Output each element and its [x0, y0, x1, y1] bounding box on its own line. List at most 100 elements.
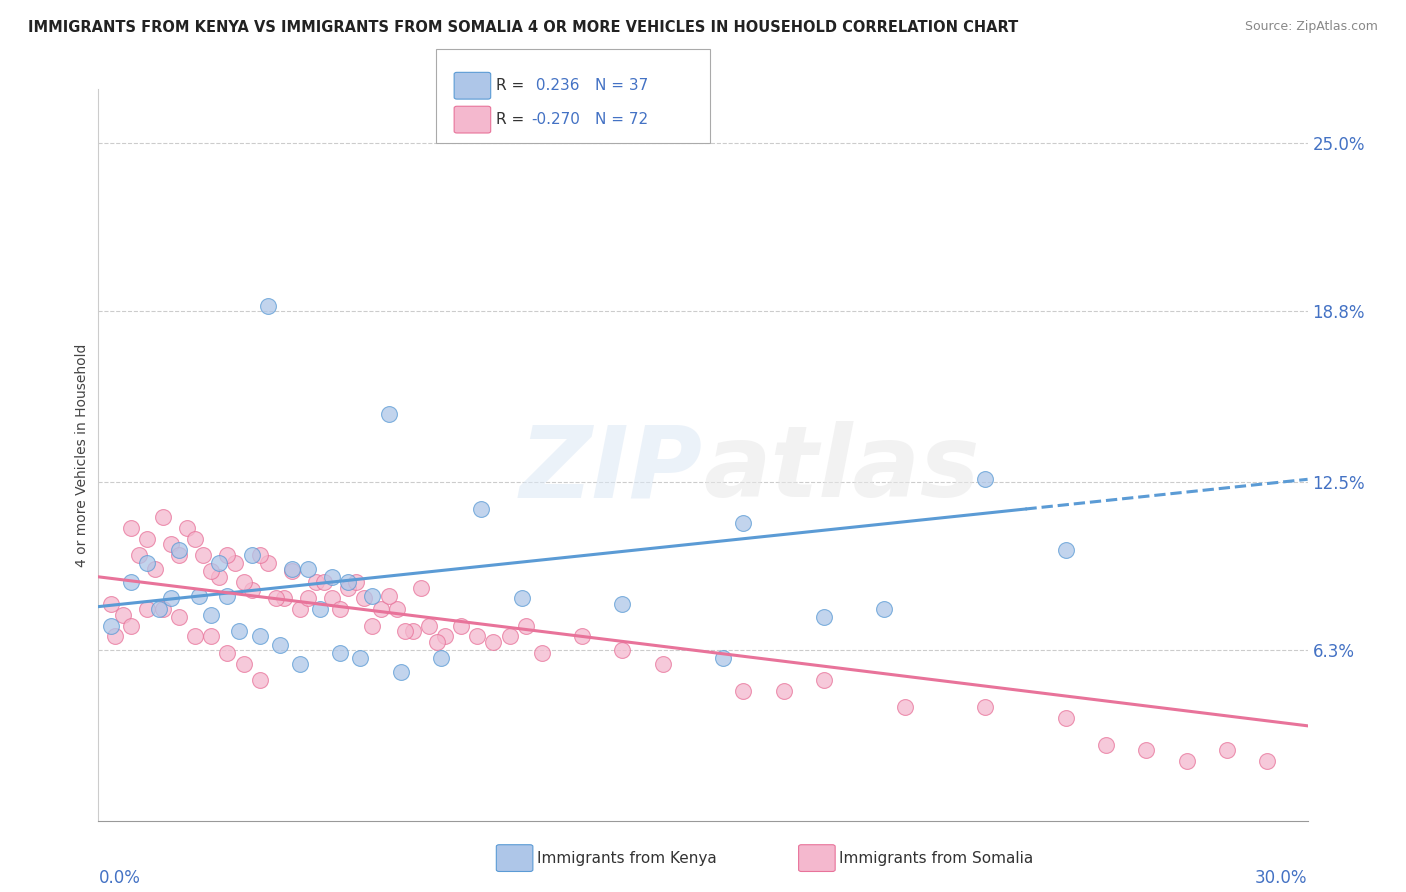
Point	[470, 502, 492, 516]
Point	[188, 589, 211, 603]
Point	[100, 618, 122, 632]
Point	[281, 565, 304, 579]
Point	[288, 657, 311, 671]
Point	[893, 699, 915, 714]
Text: IMMIGRANTS FROM KENYA VS IMMIGRANTS FROM SOMALIA 4 OR MORE VEHICLES IN HOUSEHOLD: IMMIGRANTS FROM KENYA VS IMMIGRANTS FROM…	[28, 20, 1018, 35]
Point	[465, 629, 488, 643]
Text: 30.0%: 30.0%	[1256, 870, 1308, 888]
Point	[498, 629, 520, 643]
Point	[167, 548, 190, 562]
Point	[612, 597, 634, 611]
Point	[273, 591, 295, 606]
Text: Immigrants from Kenya: Immigrants from Kenya	[537, 851, 717, 865]
Point	[651, 657, 673, 671]
Point	[389, 665, 412, 679]
Point	[103, 629, 125, 643]
Point	[217, 646, 239, 660]
Point	[430, 651, 453, 665]
Point	[361, 589, 384, 603]
Point	[208, 556, 231, 570]
Point	[256, 299, 278, 313]
Text: N = 72: N = 72	[595, 112, 648, 128]
Point	[1095, 738, 1118, 752]
Text: R =: R =	[496, 78, 530, 94]
Point	[288, 602, 311, 616]
Point	[264, 591, 287, 606]
Point	[813, 673, 835, 687]
Point	[240, 548, 263, 562]
Point	[120, 575, 142, 590]
Point	[249, 629, 271, 643]
Point	[217, 548, 239, 562]
Point	[370, 602, 392, 616]
Point	[193, 548, 215, 562]
Point	[329, 646, 352, 660]
Point	[434, 629, 457, 643]
Point	[120, 521, 142, 535]
Point	[152, 510, 174, 524]
Point	[813, 610, 835, 624]
Point	[100, 597, 122, 611]
Point	[309, 602, 332, 616]
Point	[297, 562, 319, 576]
Point	[426, 635, 449, 649]
Point	[337, 581, 360, 595]
Point	[385, 602, 408, 616]
Point	[200, 607, 222, 622]
Point	[184, 629, 207, 643]
Point	[337, 575, 360, 590]
Point	[281, 562, 304, 576]
Point	[160, 591, 183, 606]
Point	[711, 651, 734, 665]
Text: 0.236: 0.236	[531, 78, 579, 94]
Point	[249, 548, 271, 562]
Point	[228, 624, 250, 638]
Point	[152, 602, 174, 616]
Point	[344, 575, 367, 590]
Point	[349, 651, 371, 665]
Text: Source: ZipAtlas.com: Source: ZipAtlas.com	[1244, 20, 1378, 33]
Point	[377, 407, 399, 421]
Point	[974, 699, 997, 714]
Point	[148, 602, 170, 616]
Point	[329, 602, 352, 616]
Point	[120, 618, 142, 632]
Text: atlas: atlas	[703, 421, 980, 518]
Text: Immigrants from Somalia: Immigrants from Somalia	[839, 851, 1033, 865]
Point	[353, 591, 375, 606]
Point	[1175, 754, 1198, 768]
Point	[111, 607, 134, 622]
Point	[974, 472, 997, 486]
Point	[402, 624, 425, 638]
Point	[530, 646, 553, 660]
Point	[482, 635, 505, 649]
Text: -0.270: -0.270	[531, 112, 581, 128]
Point	[240, 583, 263, 598]
Point	[1256, 754, 1278, 768]
Point	[510, 591, 533, 606]
Point	[733, 683, 755, 698]
Point	[394, 624, 416, 638]
Point	[224, 556, 246, 570]
Y-axis label: 4 or more Vehicles in Household: 4 or more Vehicles in Household	[76, 343, 90, 566]
Point	[409, 581, 432, 595]
Text: R =: R =	[496, 112, 530, 128]
Point	[176, 1, 198, 15]
Point	[135, 602, 157, 616]
Point	[361, 618, 384, 632]
Point	[249, 673, 271, 687]
Point	[128, 548, 150, 562]
Point	[1216, 743, 1239, 757]
Point	[232, 575, 254, 590]
Point	[200, 629, 222, 643]
Point	[208, 570, 231, 584]
Point	[176, 521, 198, 535]
Point	[232, 657, 254, 671]
Point	[269, 638, 291, 652]
Point	[515, 618, 537, 632]
Text: 0.0%: 0.0%	[98, 870, 141, 888]
Point	[135, 532, 157, 546]
Point	[873, 602, 896, 616]
Point	[297, 591, 319, 606]
Point	[772, 683, 794, 698]
